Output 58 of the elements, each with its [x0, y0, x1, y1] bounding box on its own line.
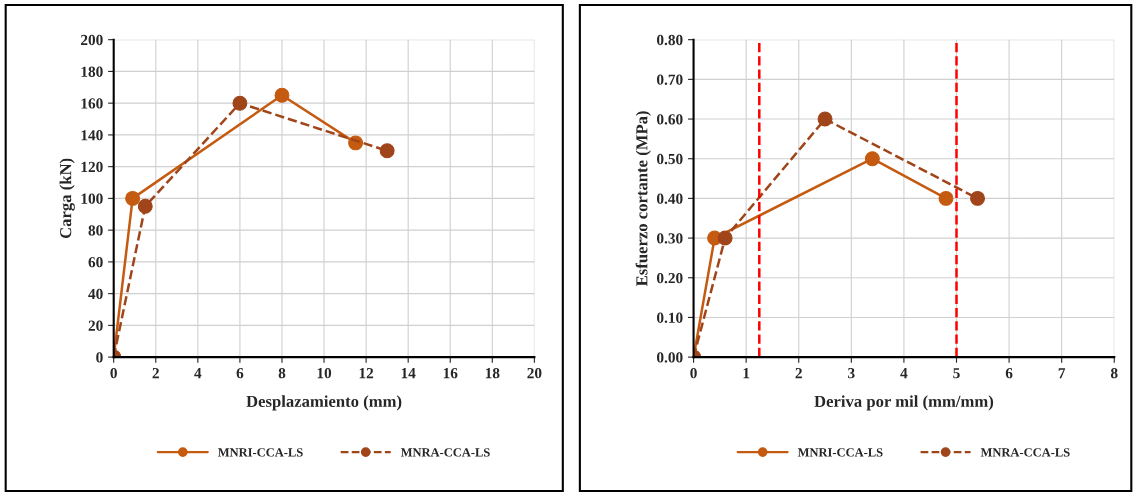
point: [232, 95, 248, 111]
x-tick-label: 12: [359, 368, 374, 379]
y-axis-title: Esfuerzo cortante (MPa): [635, 111, 651, 287]
point: [717, 230, 733, 246]
x-tick-label: 8: [1110, 367, 1118, 379]
point: [274, 87, 290, 103]
point: [970, 190, 985, 206]
y-tick-label: 0.40: [657, 193, 683, 204]
y-tick-label: 0.20: [657, 272, 683, 284]
y-tick-label: 0.60: [657, 114, 683, 125]
y-tick-label: 140: [81, 130, 103, 141]
x-tick-label: 4: [194, 368, 202, 379]
point: [379, 143, 395, 159]
y-tick-label: 20: [88, 320, 103, 331]
y-tick-label: 40: [88, 288, 103, 300]
point: [938, 190, 954, 206]
x-tick-label: 6: [1005, 368, 1013, 379]
x-tick-label: 4: [900, 368, 908, 379]
x-tick-label: 18: [485, 367, 500, 379]
y-tick-label: 0: [96, 352, 103, 363]
x-tick-label: 2: [795, 368, 802, 379]
x-tick-label: 14: [401, 368, 416, 379]
x-tick-label: 2: [152, 368, 159, 379]
y-tick-label: 120: [81, 161, 103, 173]
y-tick-label: 0.00: [657, 352, 683, 363]
point: [125, 190, 141, 206]
legend-label: MNRA-CCA-LS: [980, 448, 1070, 457]
legend-label: MNRA-CCA-LS: [400, 448, 490, 457]
y-tick-label: 0.70: [657, 74, 683, 85]
x-tick-label: 16: [443, 368, 458, 379]
y-tick-label: 100: [81, 193, 103, 204]
y-tick-label: 160: [81, 98, 103, 109]
point: [817, 111, 833, 127]
y-tick-label: 0.10: [657, 312, 683, 323]
x-axis-title: Deriva por mil (mm/mm): [814, 395, 994, 411]
point: [864, 151, 880, 167]
point: [137, 198, 153, 214]
legend-label: MNRI-CCA-LS: [797, 448, 883, 457]
x-tick-label: 10: [317, 367, 332, 379]
x-axis-title: Desplazamiento (mm): [246, 395, 402, 411]
y-tick-label: 0.50: [657, 153, 683, 165]
y-tick-label: 60: [88, 257, 103, 268]
x-tick-label: 0: [690, 367, 697, 379]
y-tick-label: 80: [88, 225, 103, 236]
legend-label: MNRI-CCA-LS: [218, 448, 303, 457]
x-tick-label: 5: [953, 368, 960, 379]
y-tick-label: 180: [81, 66, 103, 77]
y-tick-label: 0.80: [657, 34, 683, 46]
y-tick-label: 200: [81, 34, 103, 46]
x-tick-label: 8: [278, 367, 286, 379]
x-tick-label: 6: [236, 368, 244, 379]
y-tick-label: 0.30: [657, 233, 683, 244]
x-tick-label: 1: [743, 368, 750, 379]
x-tick-label: 20: [527, 367, 542, 379]
x-tick-label: 7: [1058, 368, 1066, 379]
x-tick-label: 0: [110, 367, 117, 379]
x-tick-label: 3: [848, 368, 855, 379]
y-axis-title: Carga (kN): [59, 158, 75, 239]
